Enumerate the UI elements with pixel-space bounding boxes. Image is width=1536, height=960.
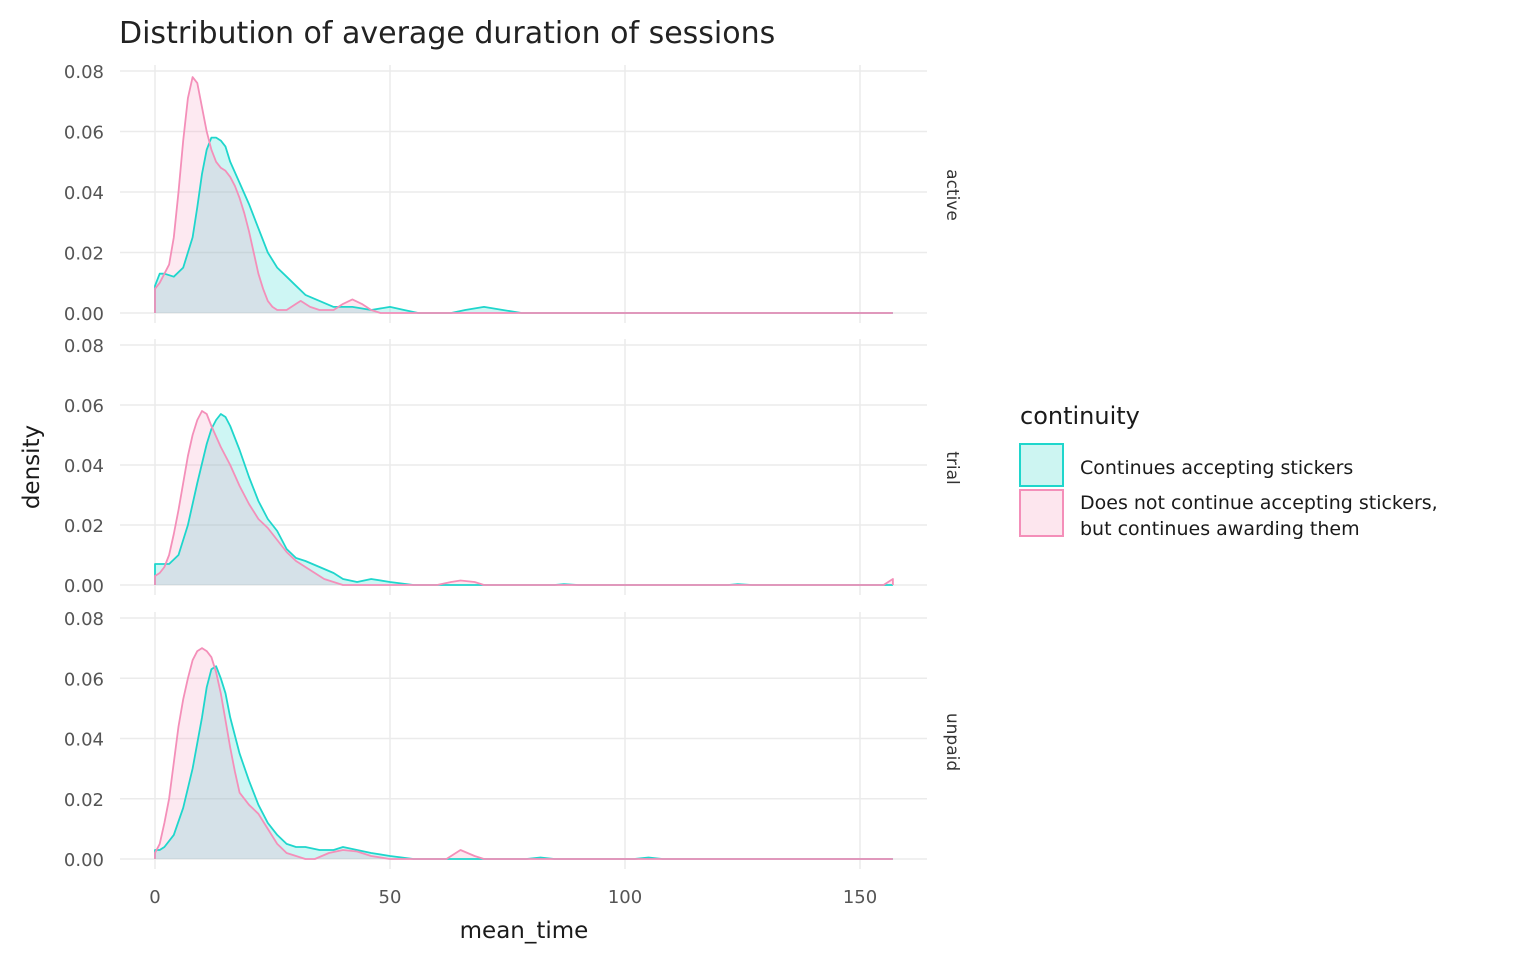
x-tick-label: 150 bbox=[843, 887, 877, 908]
y-tick-label: 0.06 bbox=[64, 123, 104, 144]
y-tick-label: 0.00 bbox=[64, 304, 104, 325]
x-tick-label: 100 bbox=[608, 887, 642, 908]
x-tick-label: 0 bbox=[149, 887, 160, 908]
legend-title: continuity bbox=[1020, 402, 1140, 430]
density-area-series-2 bbox=[155, 77, 893, 313]
facet-panel-unpaid: 0.00 0.02 0.04 0.06 0.08 unpaid bbox=[64, 609, 962, 871]
y-tick-label: 0.04 bbox=[64, 456, 104, 477]
y-tick-label: 0.08 bbox=[64, 62, 104, 83]
y-tick-label: 0.04 bbox=[64, 183, 104, 204]
y-tick-label: 0.02 bbox=[64, 516, 104, 537]
y-tick-label: 0.00 bbox=[64, 576, 104, 597]
y-tick-label: 0.04 bbox=[64, 730, 104, 751]
legend-key bbox=[1019, 489, 1064, 537]
y-axis-title: density bbox=[19, 425, 45, 509]
x-axis-title: mean_time bbox=[460, 918, 589, 944]
facet-panel-trial: 0.00 0.02 0.04 0.06 0.08 trial bbox=[64, 336, 962, 597]
legend-entry: Does not continue accepting stickers, but… bbox=[1019, 489, 1438, 540]
legend-key bbox=[1019, 443, 1064, 487]
density-area-series-2 bbox=[155, 648, 893, 859]
facet-strip-label: active bbox=[942, 169, 962, 221]
x-tick-label: 50 bbox=[379, 887, 402, 908]
density-area-series-1 bbox=[155, 666, 893, 859]
density-line-series-2 bbox=[154, 410, 894, 586]
y-tick-label: 0.00 bbox=[64, 850, 104, 871]
y-tick-label: 0.06 bbox=[64, 396, 104, 417]
facet-strip-label: unpaid bbox=[942, 713, 962, 771]
y-tick-label: 0.02 bbox=[64, 244, 104, 265]
chart-panels: 0.000.020.040.060.08active0.000.020.040.… bbox=[64, 62, 962, 908]
y-tick-label: 0.06 bbox=[64, 669, 104, 690]
density-area-series-1 bbox=[155, 414, 893, 585]
legend-label: Does not continue accepting stickers, bbox=[1080, 492, 1438, 514]
facet-panel-active: 0.00 0.02 0.04 0.06 0.08 active bbox=[64, 62, 962, 325]
x-axis-ticks: 0 50 100 150 bbox=[149, 887, 877, 908]
density-area-series-2 bbox=[155, 411, 893, 585]
y-tick-label: 0.08 bbox=[64, 336, 104, 357]
legend-label: Continues accepting stickers bbox=[1080, 457, 1353, 479]
chart-title: Distribution of average duration of sess… bbox=[119, 16, 775, 51]
legend: continuity Continues accepting stickers D… bbox=[1019, 402, 1438, 540]
density-area-series-1 bbox=[155, 137, 893, 313]
density-line-series-2 bbox=[154, 647, 893, 860]
y-tick-label: 0.08 bbox=[64, 609, 104, 630]
y-tick-label: 0.02 bbox=[64, 790, 104, 811]
legend-label: but continues awarding them bbox=[1080, 518, 1360, 540]
facet-strip-label: trial bbox=[942, 451, 962, 485]
density-line-series-2 bbox=[154, 76, 893, 314]
legend-entry: Continues accepting stickers bbox=[1019, 443, 1353, 487]
